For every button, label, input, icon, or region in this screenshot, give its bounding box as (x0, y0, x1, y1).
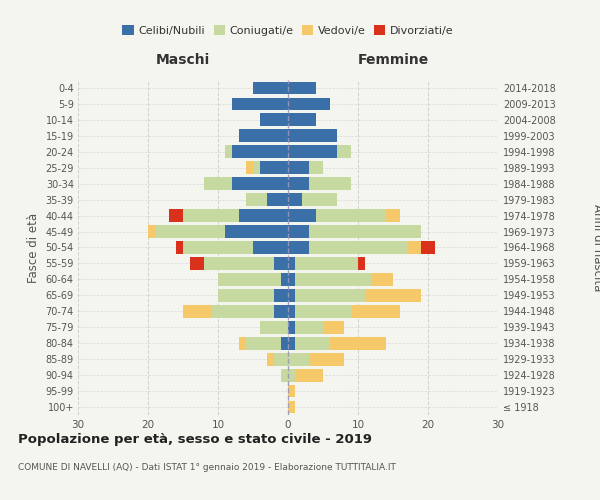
Bar (295, 273, 372, 286)
Bar (295, 337, 330, 349)
Bar (239, 337, 246, 349)
Bar (246, 162, 253, 174)
Bar (358, 257, 365, 270)
Bar (295, 289, 365, 302)
Bar (218, 289, 274, 302)
Bar (246, 337, 281, 349)
Bar (260, 114, 288, 126)
Bar (288, 178, 309, 190)
Bar (232, 98, 288, 110)
Bar (302, 194, 337, 206)
Bar (267, 353, 274, 366)
Bar (225, 225, 288, 238)
Bar (372, 273, 393, 286)
Bar (288, 130, 337, 142)
Bar (288, 257, 295, 270)
Bar (288, 353, 309, 366)
Bar (253, 162, 260, 174)
Bar (239, 209, 288, 222)
Text: Maschi: Maschi (156, 54, 210, 68)
Bar (295, 368, 323, 382)
Bar (274, 305, 288, 318)
Bar (407, 241, 421, 254)
Bar (281, 273, 288, 286)
Bar (288, 209, 316, 222)
Bar (288, 400, 295, 413)
Bar (295, 257, 358, 270)
Bar (169, 209, 183, 222)
Text: Popolazione per età, sesso e stato civile - 2019: Popolazione per età, sesso e stato civil… (18, 432, 372, 446)
Bar (281, 337, 288, 349)
Bar (288, 321, 295, 334)
Bar (253, 241, 288, 254)
Bar (421, 241, 435, 254)
Bar (288, 114, 316, 126)
Bar (316, 209, 386, 222)
Bar (183, 209, 239, 222)
Bar (190, 257, 204, 270)
Bar (288, 162, 309, 174)
Bar (288, 273, 295, 286)
Bar (365, 289, 421, 302)
Bar (274, 353, 288, 366)
Y-axis label: Fasce di età: Fasce di età (27, 212, 40, 282)
Bar (330, 337, 386, 349)
Text: Femmine: Femmine (358, 54, 428, 68)
Bar (183, 241, 253, 254)
Bar (246, 194, 267, 206)
Bar (295, 305, 351, 318)
Legend: Celibi/Nubili, Coniugati/e, Vedovi/e, Divorziati/e: Celibi/Nubili, Coniugati/e, Vedovi/e, Di… (122, 26, 454, 36)
Bar (309, 353, 344, 366)
Bar (337, 146, 351, 158)
Bar (386, 209, 400, 222)
Bar (288, 305, 295, 318)
Bar (288, 368, 295, 382)
Bar (323, 321, 344, 334)
Bar (253, 82, 288, 94)
Bar (204, 178, 232, 190)
Bar (274, 289, 288, 302)
Bar (260, 321, 288, 334)
Bar (309, 241, 407, 254)
Bar (288, 146, 337, 158)
Bar (232, 146, 288, 158)
Text: COMUNE DI NAVELLI (AQ) - Dati ISTAT 1° gennaio 2019 - Elaborazione TUTTITALIA.IT: COMUNE DI NAVELLI (AQ) - Dati ISTAT 1° g… (18, 462, 396, 471)
Bar (274, 257, 288, 270)
Bar (183, 305, 211, 318)
Bar (211, 305, 274, 318)
Bar (288, 384, 295, 398)
Bar (176, 241, 183, 254)
Bar (309, 225, 421, 238)
Bar (309, 178, 351, 190)
Bar (239, 130, 288, 142)
Bar (232, 178, 288, 190)
Bar (288, 82, 316, 94)
Bar (309, 162, 323, 174)
Bar (288, 194, 302, 206)
Bar (288, 289, 295, 302)
Bar (288, 98, 330, 110)
Bar (288, 225, 309, 238)
Bar (204, 257, 274, 270)
Bar (267, 194, 288, 206)
Bar (351, 305, 400, 318)
Bar (281, 368, 288, 382)
Bar (288, 337, 295, 349)
Text: Anni di nascita: Anni di nascita (590, 204, 600, 291)
Bar (288, 241, 309, 254)
Bar (260, 162, 288, 174)
Bar (225, 146, 232, 158)
Bar (295, 321, 323, 334)
Bar (218, 273, 281, 286)
Bar (155, 225, 225, 238)
Bar (148, 225, 155, 238)
